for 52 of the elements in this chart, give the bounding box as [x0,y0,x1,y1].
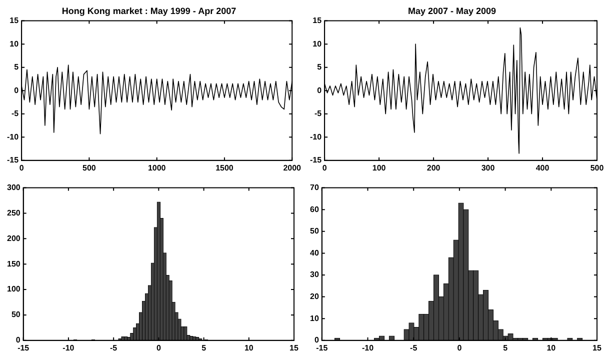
x-tick-label: 100 [372,163,386,172]
y-tick-label: 100 [6,284,21,294]
y-tick-label: -15 [310,156,322,165]
y-tick-label: 50 [310,226,320,236]
x-tick-label: 15 [592,343,602,352]
y-tick-label: 20 [310,292,320,302]
x-tick-label: 1500 [216,163,234,172]
y-tick-label: 250 [6,208,21,218]
y-tick-label: -15 [7,156,20,165]
y-tick-label: 0 [14,86,20,95]
y-tick-label: 5 [317,62,322,72]
x-tick-label: 0 [457,343,462,352]
y-tick-label: 10 [310,314,320,323]
y-tick-label: 5 [14,62,20,72]
y-tick-label: 60 [310,204,320,214]
x-tick-label: 5 [503,343,508,352]
x-tick-label: 10 [546,343,556,352]
y-tick-label: -10 [310,132,322,142]
y-tick-label: 150 [6,259,21,268]
y-tick-label: 0 [314,336,320,345]
x-tick-label: 300 [481,163,496,172]
y-tick-label: 30 [310,270,320,280]
y-tick-label: 10 [312,39,322,48]
chart-title: May 2007 - May 2009 [408,6,496,16]
x-tick-label: -10 [62,343,75,352]
x-tick-label: 400 [536,163,550,172]
y-tick-label: 70 [310,183,320,192]
chart-title: Hong Kong market : May 1999 - Apr 2007 [62,6,236,16]
y-tick-label: 10 [10,39,20,48]
x-tick-label: 15 [290,343,299,352]
y-tick-label: 0 [317,86,322,95]
x-tick-label: 2000 [283,163,302,172]
x-tick-label: -5 [410,343,418,352]
y-tick-label: 15 [10,16,20,26]
x-tick-label: 5 [202,343,207,352]
x-tick-label: 1000 [148,163,166,172]
y-tick-label: -5 [11,109,20,118]
y-tick-label: 0 [16,336,21,345]
x-tick-label: 10 [244,343,254,352]
y-tick-label: -10 [7,132,20,142]
y-tick-label: 15 [312,16,322,26]
x-tick-label: 500 [82,163,96,172]
y-tick-label: -5 [314,109,322,118]
y-tick-label: 40 [310,248,320,258]
x-tick-label: -5 [110,343,118,352]
y-tick-label: 50 [11,310,21,320]
y-tick-label: 200 [6,234,21,243]
x-tick-label: -10 [362,343,374,352]
y-tick-label: 300 [6,183,21,192]
x-tick-label: 0 [156,343,162,352]
x-tick-label: 500 [590,163,604,172]
x-tick-label: 200 [426,163,441,172]
